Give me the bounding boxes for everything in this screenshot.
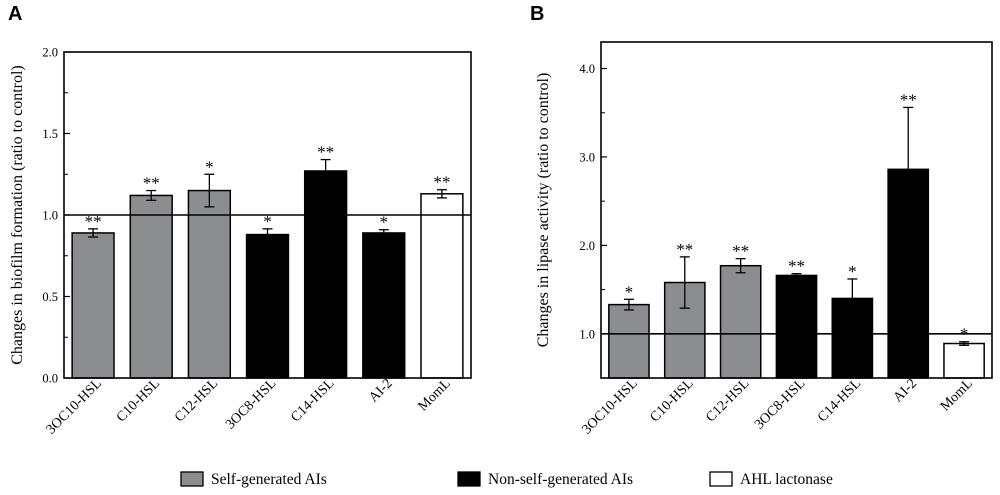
panel-b-plot-frame (600, 41, 993, 379)
panel-a-error-bar (378, 229, 389, 237)
panel-b-category-label: C10-HSL (648, 376, 697, 425)
legend-label-lactonase: AHL lactonase (740, 471, 833, 488)
panel-a-significance-label: ** (85, 212, 102, 231)
panel-a-y-axis-title: Changes in biofilm formation (ratio to c… (9, 65, 26, 365)
panel-a-error-bar (320, 158, 331, 184)
panel-a-category-label: AI-2 (366, 376, 395, 405)
panel-a-category-label: MomL (416, 376, 454, 414)
panel-b-bar (775, 274, 818, 379)
panel-a-bar (362, 232, 406, 379)
panel-a-significance-label: * (263, 212, 272, 231)
panel-a-error-bar (146, 189, 157, 201)
legend-swatch-self (180, 471, 204, 487)
panel-b-significance-label: ** (900, 90, 917, 109)
panel-b-error-bar (791, 273, 802, 278)
panel-b-significance-label: ** (788, 257, 805, 276)
panel-b-bar (608, 303, 650, 379)
panel-a-bar (303, 170, 348, 379)
panel-b-error-bar (847, 278, 858, 319)
panel-a-y-tick-label: 2.0 (42, 46, 58, 60)
panel-b-bar (719, 264, 762, 379)
panel-a-bar (71, 232, 115, 379)
panel-b-significance-label: ** (676, 240, 693, 259)
panel-a-y-tick-label: 1.5 (42, 127, 58, 141)
panel-a-y-tick-label: 0.0 (42, 372, 58, 386)
panel-b-significance-label: * (848, 262, 857, 281)
panel-b-y-tick-label: 3.0 (579, 150, 595, 164)
panel-a-error-bar (436, 189, 447, 199)
legend: Self-generated AIs Non-self-generated AIs… (180, 471, 833, 488)
panel-a-category-label: C10-HSL (114, 376, 163, 425)
panel-a-category-label: C14-HSL (288, 376, 337, 425)
panel-b-error-bar (903, 106, 914, 232)
panel-b-error-bar (735, 257, 746, 274)
panel-b-bar (943, 342, 985, 379)
panel-b-error-bar (623, 298, 634, 311)
panel-a-significance-label: ** (143, 174, 160, 193)
panel-a-bar (420, 193, 464, 379)
panel-b-y-tick-label: 4.0 (579, 62, 595, 76)
panel-b-category-label: AI-2 (891, 376, 920, 405)
panel-a-significance-label: ** (433, 173, 450, 192)
panel-a-significance-label: * (205, 157, 214, 176)
legend-swatch-lactonase (709, 471, 733, 487)
panel-b-significance-label: ** (732, 242, 749, 261)
panel-a-category-label: C12-HSL (172, 376, 221, 425)
panel-b-error-bar (959, 341, 970, 346)
panel-b-significance-label: * (625, 282, 634, 301)
panel-a-letter: A (8, 3, 22, 25)
panel-b-y-tick-label: 1.0 (579, 327, 595, 341)
panel-a-y-tick-label: 1.0 (42, 209, 58, 223)
panel-a-category-label: 3OC8-HSL (223, 376, 279, 432)
panel-b-category-label: C12-HSL (703, 376, 752, 425)
panel-b-category-label: 3OC10-HSL (580, 376, 641, 437)
legend-swatch-nonself (457, 471, 481, 487)
panel-b-category-label: C14-HSL (815, 376, 864, 425)
panel-a-significance-label: ** (317, 143, 334, 162)
panel-b-error-bar (679, 256, 690, 309)
panel-b-letter: B (530, 3, 544, 25)
panel-b-chart: ***********1.02.03.04.03OC10-HSLC10-HSLC… (535, 41, 993, 437)
panel-a-y-tick-label: 0.5 (42, 290, 58, 304)
panel-b-y-tick-label: 2.0 (579, 239, 595, 253)
panel-a-bar (245, 233, 290, 379)
panel-b-category-label: 3OC8-HSL (752, 376, 808, 432)
panel-a-error-bar (88, 228, 99, 238)
panel-a-bar (129, 194, 173, 379)
panel-a-bar (187, 189, 232, 379)
panel-b-y-axis-title: Changes in lipase activity (ratio to con… (535, 73, 552, 348)
panel-a-significance-label: * (380, 213, 389, 232)
legend-label-nonself: Non-self-generated AIs (488, 471, 633, 488)
panel-b-category-label: MomL (938, 376, 976, 414)
legend-label-self: Self-generated AIs (211, 471, 327, 488)
panel-a-error-bar (262, 228, 273, 241)
panel-a-error-bar (204, 173, 215, 208)
